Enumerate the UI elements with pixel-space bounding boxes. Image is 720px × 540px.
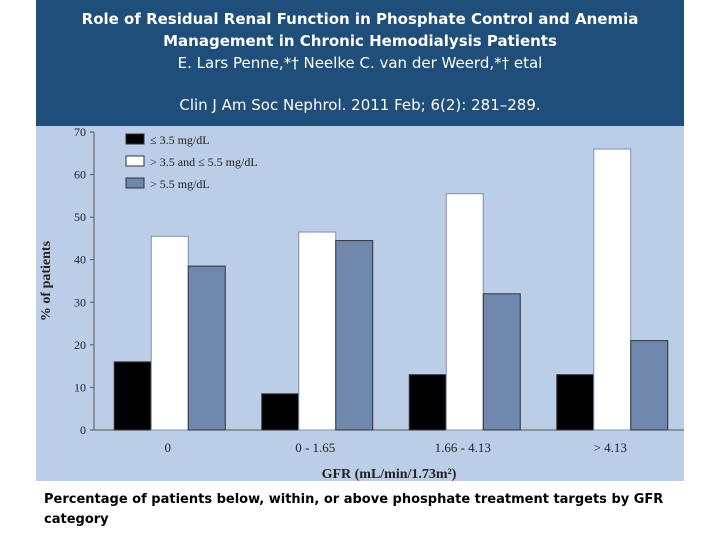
bar-0-0 [113, 361, 152, 431]
legend-label-1: > 3.5 and ≤ 5.5 mg/dL [150, 155, 258, 169]
x-tick-label-1: 0 - 1.65 [295, 440, 335, 455]
legend-swatch-0 [125, 133, 145, 145]
bar-0-1 [261, 393, 300, 431]
bar-0-3 [556, 374, 595, 431]
authors: E. Lars Penne,*† Neelke C. van der Weerd… [177, 54, 543, 72]
x-tick-label-3: > 4.13 [594, 440, 627, 455]
y-tick-label-40: 40 [74, 253, 86, 267]
y-tick-label-10: 10 [74, 380, 86, 394]
legend-swatch-2 [125, 177, 145, 189]
y-tick-label-60: 60 [74, 168, 86, 182]
figure-caption: Percentage of patients below, within, or… [44, 492, 664, 527]
citation: Clin J Am Soc Nephrol. 2011 Feb; 6(2): 2… [179, 96, 541, 114]
bar-2-2 [482, 293, 521, 431]
slide-header: Role of Residual Renal Function in Phosp… [36, 0, 684, 126]
y-axis-label: % of patients [39, 240, 54, 321]
y-tick-label-20: 20 [74, 338, 86, 352]
legend-label-2: > 5.5 mg/dL [150, 177, 210, 191]
y-tick-label-50: 50 [74, 210, 86, 224]
legend-swatch-1 [125, 155, 145, 167]
bar-1-0 [150, 235, 189, 431]
x-axis-label: GFR (mL/min/1.73m²) [322, 467, 457, 481]
bar-1-3 [593, 148, 632, 431]
bar-chart: 0 10 20 30 40 50 60 70 % of patients 0 0 - 1.65 1.6… [39, 126, 684, 481]
legend-label-0: ≤ 3.5 mg/dL [150, 133, 210, 147]
x-tick-label-2: 1.66 - 4.13 [435, 440, 491, 455]
bar-0-2 [408, 374, 447, 431]
bar-1-2 [445, 193, 484, 431]
bar-1-1 [298, 231, 337, 431]
bar-2-3 [630, 340, 669, 431]
y-tick-label-70: 70 [74, 126, 86, 139]
title-line-2: Management in Chronic Hemodialysis Patie… [163, 32, 557, 50]
y-tick-label-0: 0 [80, 423, 86, 437]
x-tick-label-0: 0 [165, 440, 172, 455]
bar-2-0 [187, 265, 226, 431]
y-tick-label-30: 30 [74, 295, 86, 309]
title-line-1: Role of Residual Renal Function in Phosp… [81, 10, 639, 28]
bar-2-1 [335, 240, 374, 431]
chart-area: 0 10 20 30 40 50 60 70 % of patients 0 0 - 1.65 1.6… [36, 126, 684, 481]
